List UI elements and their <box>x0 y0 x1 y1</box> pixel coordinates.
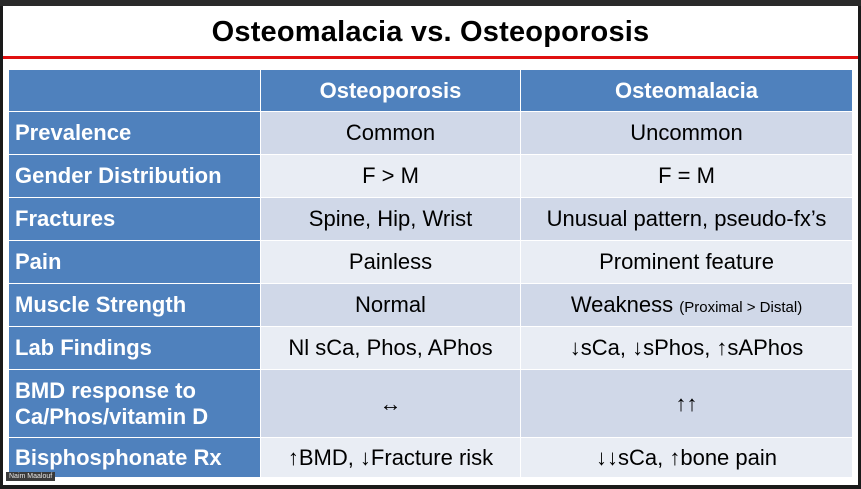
osteomalacia-main-text: Weakness <box>570 292 674 317</box>
osteoporosis-cell: Painless <box>260 240 521 284</box>
row-label: Bisphosphonate Rx <box>8 437 261 478</box>
row-label: Pain <box>8 240 261 284</box>
header-osteomalacia: Osteomalacia <box>520 69 853 112</box>
osteomalacia-cell: ↓sCa, ↓sPhos, ↑sAPhos <box>520 326 853 370</box>
meeting-top-bar <box>0 0 861 6</box>
osteomalacia-cell: ↓↓sCa, ↑bone pain <box>520 437 853 478</box>
osteoporosis-cell: ↑BMD, ↓Fracture risk <box>260 437 521 478</box>
shared-slide: Osteomalacia vs. Osteoporosis Osteoporos… <box>3 6 858 485</box>
osteomalacia-cell: ↑↑ <box>520 369 853 438</box>
row-label: Fractures <box>8 197 261 241</box>
row-label: Lab Findings <box>8 326 261 370</box>
table-row: Prevalence Common Uncommon <box>8 111 853 155</box>
title-underline <box>3 56 858 59</box>
row-label: Muscle Strength <box>8 283 261 327</box>
osteoporosis-cell: Nl sCa, Phos, APhos <box>260 326 521 370</box>
header-corner <box>8 69 261 112</box>
osteomalacia-cell: Unusual pattern, pseudo-fx’s <box>520 197 853 241</box>
osteoporosis-cell: Spine, Hip, Wrist <box>260 197 521 241</box>
osteomalacia-cell: Weakness (Proximal > Distal) <box>520 283 853 327</box>
table-row: Fractures Spine, Hip, Wrist Unusual patt… <box>8 197 853 241</box>
row-label: Gender Distribution <box>8 154 261 198</box>
osteoporosis-cell: Normal <box>260 283 521 327</box>
osteomalacia-cell: F = M <box>520 154 853 198</box>
table-row: BMD response to Ca/Phos/vitamin D ↔ ↑↑ <box>8 369 853 438</box>
osteoporosis-cell: Common <box>260 111 521 155</box>
table-row: Pain Painless Prominent feature <box>8 240 853 284</box>
table-row: Gender Distribution F > M F = M <box>8 154 853 198</box>
row-label: BMD response to Ca/Phos/vitamin D <box>8 369 261 438</box>
osteomalacia-cell: Prominent feature <box>520 240 853 284</box>
comparison-table: Osteoporosis Osteomalacia Prevalence Com… <box>8 69 853 478</box>
participant-name-tag: Naim Maalouf <box>6 472 56 481</box>
table-row: Lab Findings Nl sCa, Phos, APhos ↓sCa, ↓… <box>8 326 853 370</box>
osteoporosis-cell: ↔ <box>260 369 521 438</box>
row-label: Prevalence <box>8 111 261 155</box>
table-row: Muscle Strength Normal Weakness (Proxima… <box>8 283 853 327</box>
osteomalacia-note: (Proximal > Distal) <box>679 299 803 316</box>
table-row: Bisphosphonate Rx ↑BMD, ↓Fracture risk ↓… <box>8 437 853 478</box>
table-header-row: Osteoporosis Osteomalacia <box>8 69 853 112</box>
slide-title: Osteomalacia vs. Osteoporosis <box>211 16 650 48</box>
osteoporosis-cell: F > M <box>260 154 521 198</box>
osteomalacia-cell: Uncommon <box>520 111 853 155</box>
header-osteoporosis: Osteoporosis <box>260 69 521 112</box>
